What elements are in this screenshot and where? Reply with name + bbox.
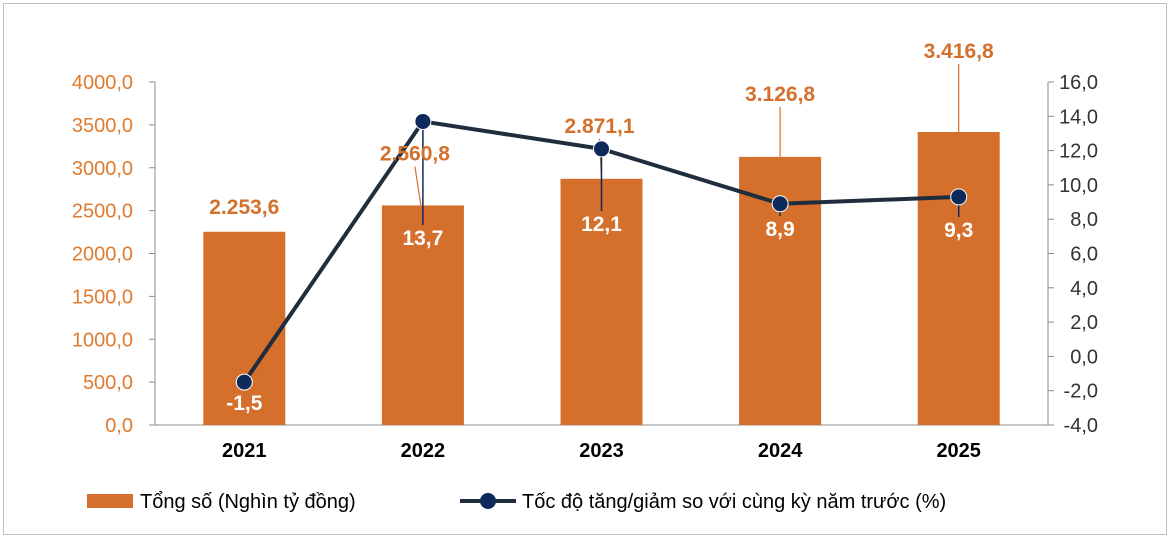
bar-data-label: 2.871,1 xyxy=(564,115,634,138)
x-axis-ticks: 2021 2022 2023 2024 2025 xyxy=(222,440,981,462)
line-marker xyxy=(235,373,253,391)
right-axis-tick-label: 0,0 xyxy=(1070,346,1098,368)
x-axis-tick-label: 2022 xyxy=(401,440,446,462)
legend-swatch-marker xyxy=(480,493,496,509)
right-axis-tick-label: 16,0 xyxy=(1059,72,1098,94)
x-axis-tick-label: 2021 xyxy=(222,440,267,462)
bar-data-label: 2.560,8 xyxy=(380,142,450,165)
x-axis-tick-label: 2023 xyxy=(579,440,624,462)
bar-data-label: 2.253,6 xyxy=(209,196,279,219)
line-marker xyxy=(593,140,610,158)
right-axis-tick-label: 14,0 xyxy=(1059,106,1098,128)
bar xyxy=(917,132,1000,425)
bar-data-labels: 2.253,6 2.560,8 2.871,1 3.126,8 3.416,8 xyxy=(209,40,994,219)
bar xyxy=(381,205,464,425)
x-axis-tick-label: 2025 xyxy=(936,440,981,462)
left-axis-ticks: 0,0 500,0 1000,0 1500,0 2000,0 2500,0 3000,0 35… xyxy=(72,72,133,437)
right-axis-ticks: -4,0 -2,0 0,0 2,0 4,0 6,0 8,0 10,0 12,0 14,0 16,0 xyxy=(1059,72,1098,437)
right-axis-tick-label: 2,0 xyxy=(1070,312,1098,334)
line-data-label: 8,9 xyxy=(765,218,794,241)
left-axis-tick-label: 4000,0 xyxy=(72,72,133,94)
legend: Tổng số (Nghìn tỷ đồng) Tốc độ tăng/giảm… xyxy=(87,491,946,513)
x-axis-tick-label: 2024 xyxy=(758,440,803,462)
right-axis-tick-label: 6,0 xyxy=(1070,244,1098,266)
bar-data-label: 3.416,8 xyxy=(924,40,994,63)
left-axis-tick-label: 2000,0 xyxy=(72,244,133,266)
right-axis-tick-label: 4,0 xyxy=(1070,278,1098,300)
line-marker xyxy=(771,195,789,213)
bar xyxy=(203,231,286,425)
line-data-label: 12,1 xyxy=(581,213,622,236)
left-axis-tick-label: 1000,0 xyxy=(72,329,133,351)
line-marker xyxy=(950,188,968,206)
right-axis-tick-label: -4,0 xyxy=(1064,415,1098,437)
bar-series xyxy=(203,132,1000,426)
legend-label-bar: Tổng số (Nghìn tỷ đồng) xyxy=(140,491,356,513)
right-axis-tick-label: 10,0 xyxy=(1059,175,1098,197)
left-axis-tick-label: 2500,0 xyxy=(72,201,133,223)
legend-label-line: Tốc độ tăng/giảm so với cùng kỳ năm trướ… xyxy=(522,491,946,513)
left-axis-tick-label: 3000,0 xyxy=(72,158,133,180)
chart-frame xyxy=(3,3,1167,535)
label-callouts xyxy=(414,64,960,225)
legend-swatch-bar xyxy=(87,494,133,508)
line-data-label: 9,3 xyxy=(944,219,973,242)
left-axis-tick-label: 3500,0 xyxy=(72,115,133,137)
right-axis-tick-label: -2,0 xyxy=(1064,381,1098,403)
line-series xyxy=(235,112,968,391)
line-marker xyxy=(414,112,432,130)
left-axis-tick-label: 500,0 xyxy=(83,372,133,394)
right-axis-tick-label: 8,0 xyxy=(1070,209,1098,231)
bar-data-label: 3.126,8 xyxy=(745,83,815,106)
bar-label-leader xyxy=(414,166,422,206)
right-axis-tick-label: 12,0 xyxy=(1059,141,1098,163)
line-data-labels: -1,5 13,7 12,1 8,9 9,3 xyxy=(226,213,973,415)
bar xyxy=(560,178,643,425)
line-data-label: -1,5 xyxy=(226,392,263,415)
left-axis-tick-label: 0,0 xyxy=(105,415,133,437)
left-axis-tick-label: 1500,0 xyxy=(72,286,133,308)
line-data-label: 13,7 xyxy=(402,227,443,250)
